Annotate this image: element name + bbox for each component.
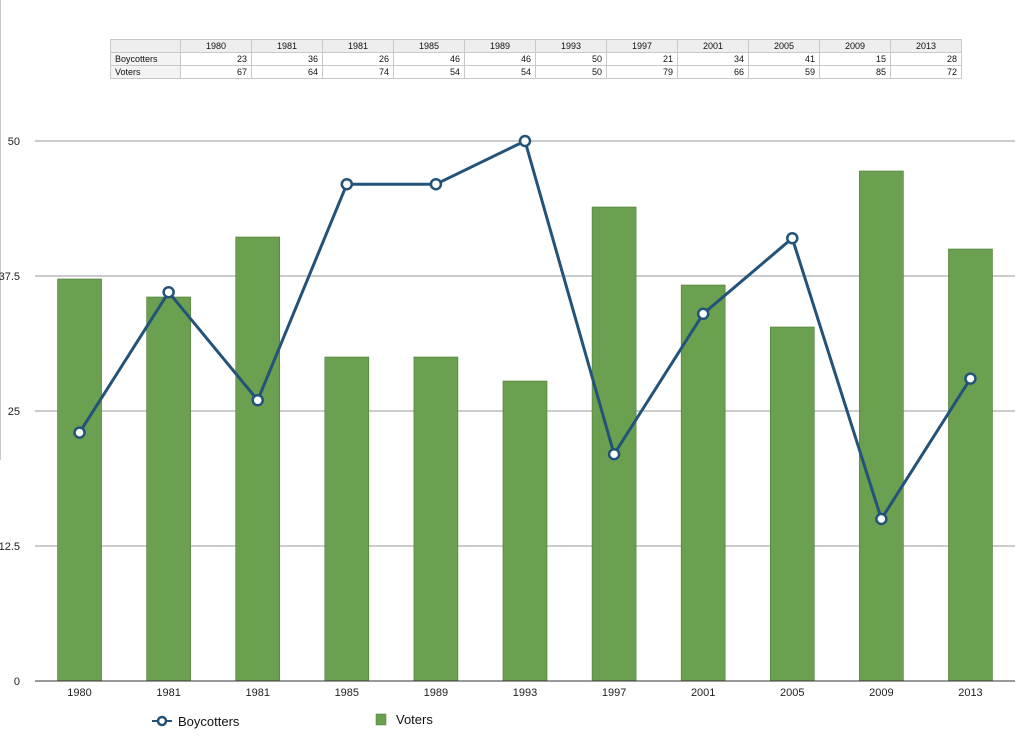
boycotters-line [73,134,977,526]
x-tick-label: 2013 [958,687,982,699]
bar-voters [859,170,904,682]
point-boycotters [875,512,888,526]
table-cell: 74 [322,65,394,79]
legend: Boycotters Voters [152,712,433,729]
voters-bars [57,170,993,682]
legend-label-voters: Voters [396,712,433,727]
x-tick-label: 1985 [335,687,359,699]
x-tick-label: 1993 [513,687,537,699]
table-row-label: Voters [110,65,181,79]
y-tick-label: 12.5 [0,541,20,553]
point-boycotters [607,447,621,461]
legend-boycotters-marker-icon [156,715,168,727]
bar-voters [680,284,726,682]
legend-item-voters[interactable]: Voters [375,712,433,727]
bar-voters [591,206,637,682]
left-edge-divider [0,0,1,460]
y-tick-label: 25 [8,406,20,418]
point-boycotters [786,231,799,245]
bar-voters [235,236,281,682]
y-axis-ticks: 0 12.5 25 37.5 50 [0,136,20,688]
point-boycotters [162,285,175,299]
table-header-cell: 1989 [464,39,536,53]
table-row: Boycotters 23 36 26 46 46 50 21 34 41 15 28 [110,52,962,66]
x-tick-label: 2005 [780,687,804,699]
bar-voters [57,278,102,682]
point-boycotters [73,426,86,439]
legend-item-boycotters[interactable]: Boycotters [152,714,240,729]
x-tick-label: 1981 [245,687,269,699]
legend-voters-swatch-icon [375,713,387,726]
x-tick-label: 1997 [602,687,626,699]
table-corner-cell [110,39,181,53]
point-boycotters [518,134,532,148]
y-tick-label: 37.5 [0,271,20,283]
point-boycotters [251,393,264,407]
table-row-label: Boycotters [110,52,181,66]
point-boycotters [429,177,443,191]
bar-voters [502,380,548,682]
point-boycotters [340,177,354,191]
x-tick-label: 1981 [156,687,180,699]
table-header-cell: 1997 [606,39,678,53]
bar-voters [769,326,815,682]
legend-label-boycotters: Boycotters [178,714,240,729]
table-row: Voters 67 64 74 54 54 50 79 66 59 85 72 [110,65,962,79]
table-header-cell: 2009 [819,39,891,53]
bar-voters [146,296,191,682]
x-tick-label: 2001 [691,687,715,699]
bar-voters [324,356,370,682]
bar-voters [413,356,459,682]
data-table: 1980 1981 1981 1985 1989 1993 1997 2001 2005 2009… [110,39,962,79]
y-tick-label: 0 [14,676,20,688]
x-tick-label: 1989 [424,687,448,699]
point-boycotters [696,307,710,321]
x-tick-label: 1980 [67,687,91,699]
x-tick-label: 2009 [869,687,893,699]
bar-voters [948,248,993,682]
point-boycotters [964,372,977,385]
table-cell: 85 [819,65,891,79]
table-header-cell: 1985 [393,39,465,53]
x-axis-ticks: 1980 1981 1981 1985 1989 1993 1997 2001 2005 2009… [67,687,982,699]
y-tick-label: 50 [8,136,20,148]
table-cell: 79 [606,65,678,79]
table-cell: 54 [464,65,536,79]
table-header-cell: 2001 [677,39,749,53]
table-cell: 72 [890,65,962,79]
table-header-cell: 1980 [180,39,252,53]
